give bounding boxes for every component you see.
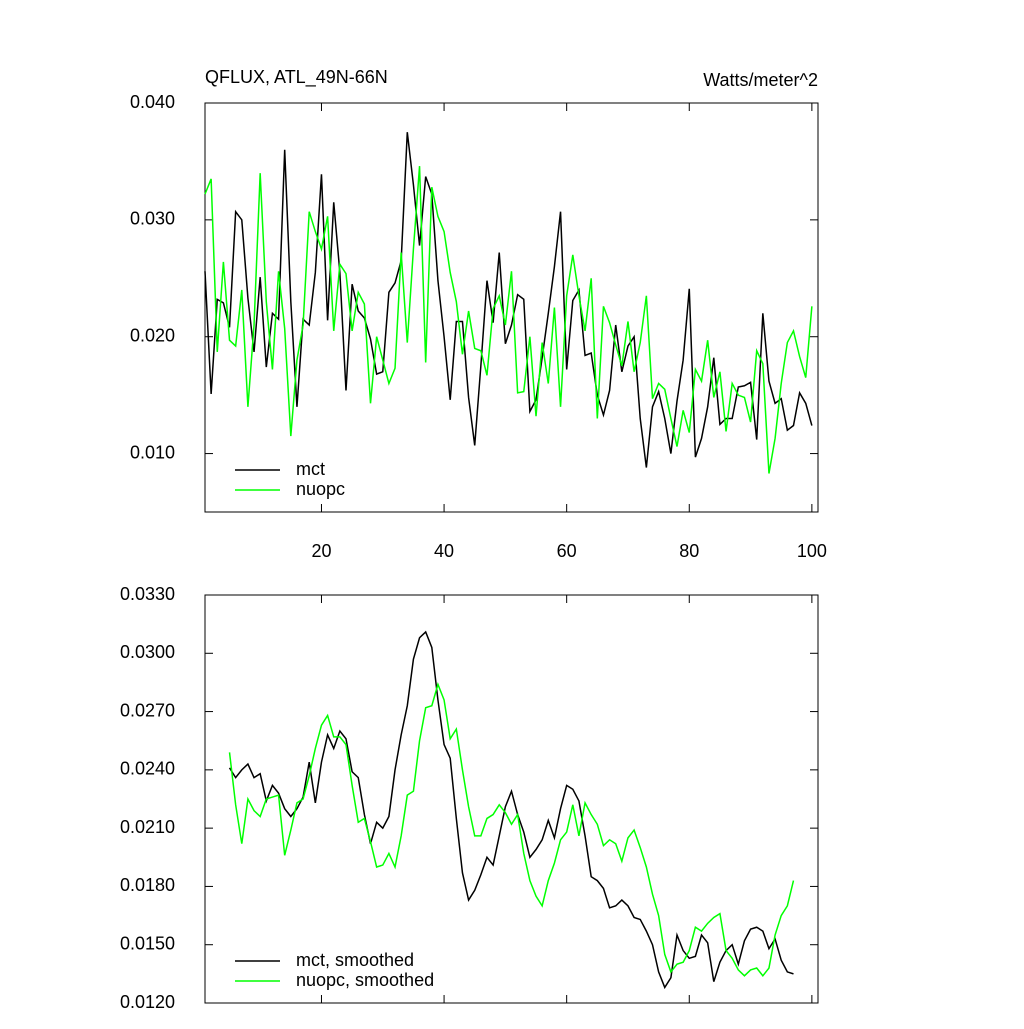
y-tick-label: 0.020 <box>130 325 175 345</box>
x-tick-label: 40 <box>434 541 454 561</box>
series-line <box>228 682 795 978</box>
y-tick-label: 0.0180 <box>120 875 175 895</box>
legend-label: nuopc, smoothed <box>296 970 434 990</box>
y-tick-label: 0.0240 <box>120 759 175 779</box>
plot-frame <box>204 594 819 1004</box>
y-tick-label: 0.0270 <box>120 700 175 720</box>
y-tick-label: 0.030 <box>130 209 175 229</box>
series-line <box>228 630 794 990</box>
y-tick-label: 0.0150 <box>120 933 175 953</box>
legend-label: nuopc <box>296 479 345 499</box>
y-tick-label: 0.040 <box>130 92 175 112</box>
series-line <box>204 166 813 474</box>
x-tick-label: 100 <box>797 541 827 561</box>
units-label: Watts/meter^2 <box>703 70 818 90</box>
y-tick-label: 0.0330 <box>120 584 175 604</box>
y-tick-label: 0.010 <box>130 442 175 462</box>
y-tick-label: 0.0300 <box>120 642 175 662</box>
plot-frame <box>204 102 819 513</box>
legend-label: mct, smoothed <box>296 950 414 970</box>
series-line <box>204 132 813 468</box>
x-tick-label: 60 <box>557 541 577 561</box>
legend-label: mct <box>296 459 325 479</box>
y-tick-label: 0.0120 <box>120 992 175 1012</box>
chart-title: QFLUX, ATL_49N-66N <box>205 67 388 88</box>
x-tick-label: 80 <box>679 541 699 561</box>
x-tick-label: 20 <box>311 541 331 561</box>
y-tick-label: 0.0210 <box>120 817 175 837</box>
